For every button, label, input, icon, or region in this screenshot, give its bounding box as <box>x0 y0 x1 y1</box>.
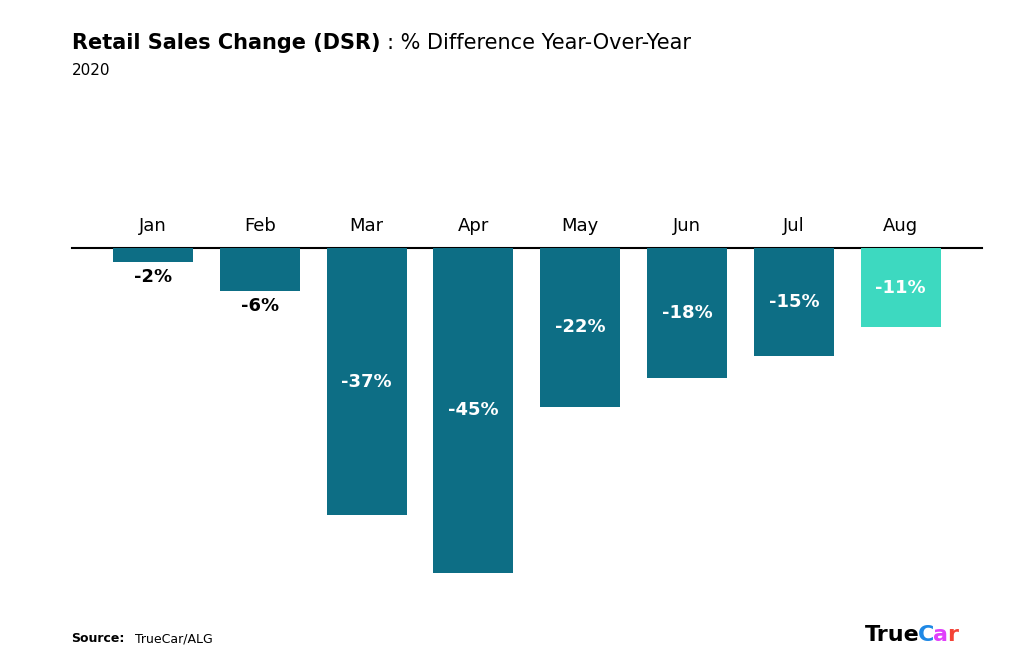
Text: -15%: -15% <box>768 293 819 311</box>
Bar <box>647 248 727 378</box>
Text: True: True <box>864 626 920 645</box>
Bar <box>754 248 834 356</box>
Text: -18%: -18% <box>662 304 712 322</box>
Text: -22%: -22% <box>554 318 606 336</box>
Bar <box>434 248 514 573</box>
Text: -45%: -45% <box>448 401 499 420</box>
Bar <box>113 248 193 262</box>
Text: -11%: -11% <box>876 279 926 297</box>
Text: -6%: -6% <box>240 297 279 315</box>
Bar <box>220 248 300 291</box>
Text: -2%: -2% <box>134 268 172 286</box>
Bar <box>860 248 941 328</box>
Text: TrueCar/ALG: TrueCar/ALG <box>131 632 213 645</box>
Bar <box>326 248 407 515</box>
Text: : % Difference Year-Over-Year: : % Difference Year-Over-Year <box>387 33 691 53</box>
Text: r: r <box>947 626 959 645</box>
Text: a: a <box>933 626 948 645</box>
Bar <box>540 248 620 407</box>
Text: -37%: -37% <box>342 373 392 391</box>
Text: Retail Sales Change (DSR): Retail Sales Change (DSR) <box>72 33 381 53</box>
Text: 2020: 2020 <box>72 63 110 78</box>
Text: Source:: Source: <box>72 632 125 645</box>
Text: C: C <box>918 626 934 645</box>
